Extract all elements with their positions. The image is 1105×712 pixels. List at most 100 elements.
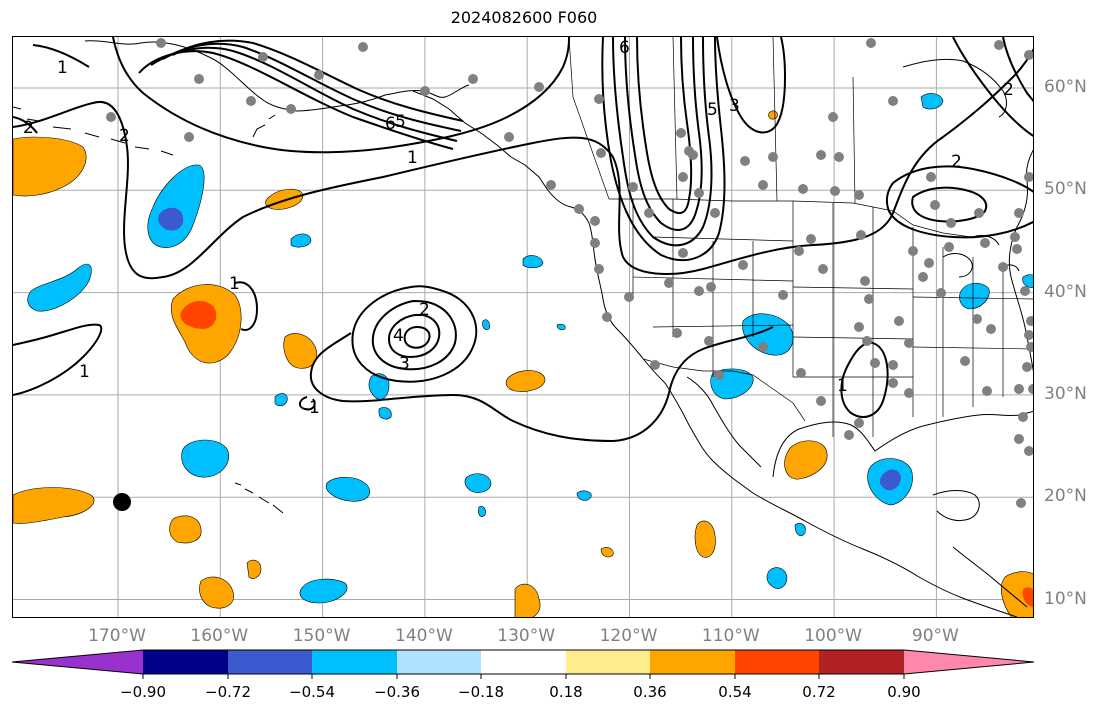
positive-anomaly bbox=[13, 136, 87, 197]
map-frame: 1 2 2 1 5 6 6 5 3 2 4 3 1 1 1 1 2 2 bbox=[12, 36, 1034, 618]
map-title: 2024082600 F060 bbox=[450, 8, 598, 27]
station-marker bbox=[908, 246, 918, 256]
longitude-tick-label: 170°W bbox=[88, 626, 146, 646]
colorbar-swatch bbox=[566, 650, 650, 674]
contour-label: 4 bbox=[393, 326, 404, 346]
contour-label: 2 bbox=[119, 126, 130, 146]
station-marker bbox=[816, 396, 826, 406]
colorbar-extend-max bbox=[904, 650, 1034, 674]
state-lines-east bbox=[912, 247, 1033, 417]
station-marker bbox=[286, 104, 296, 114]
colorbar-tick-label: 0.18 bbox=[549, 683, 583, 701]
station-marker bbox=[930, 200, 940, 210]
station-marker bbox=[994, 40, 1004, 50]
station-marker bbox=[678, 248, 688, 258]
station-marker bbox=[184, 132, 194, 142]
contour-line bbox=[150, 46, 458, 142]
negative-anomaly bbox=[378, 407, 392, 420]
station-marker bbox=[798, 184, 808, 194]
contour-line bbox=[351, 285, 478, 383]
contour-line bbox=[234, 281, 259, 331]
contour-line bbox=[13, 323, 103, 396]
shaded-anomalies bbox=[13, 93, 1033, 617]
station-marker bbox=[1024, 50, 1033, 60]
coastlines bbox=[13, 40, 1033, 617]
colorbar-tick-label: −0.18 bbox=[458, 683, 504, 701]
station-marker bbox=[1014, 208, 1024, 218]
contour-line bbox=[299, 396, 316, 411]
contour-line bbox=[636, 37, 693, 215]
station-marker bbox=[644, 208, 654, 218]
station-marker bbox=[926, 172, 936, 182]
negative-anomaly bbox=[158, 207, 184, 231]
contour-line bbox=[1002, 37, 1033, 103]
negative-anomaly bbox=[290, 233, 312, 248]
longitude-tick-label: 150°W bbox=[292, 626, 351, 646]
station-marker bbox=[574, 204, 584, 214]
station-marker bbox=[870, 358, 880, 368]
positive-anomaly bbox=[169, 515, 202, 544]
station-marker bbox=[854, 190, 864, 200]
latitude-tick-label: 40°N bbox=[1044, 281, 1087, 302]
contour-line bbox=[601, 37, 726, 261]
station-marker bbox=[358, 42, 368, 52]
contour-line bbox=[911, 186, 988, 223]
station-marker bbox=[664, 278, 674, 288]
colorbar-swatch bbox=[397, 650, 481, 674]
longitude-tick-label: 160°W bbox=[190, 626, 249, 646]
negative-anomaly bbox=[274, 393, 288, 407]
station-marker bbox=[468, 74, 478, 84]
station-marker bbox=[534, 82, 544, 92]
colorbar-tick-label: −0.54 bbox=[289, 683, 335, 701]
contour-line bbox=[624, 37, 703, 231]
station-marker bbox=[778, 290, 788, 300]
station-marker bbox=[676, 128, 686, 138]
station-marker bbox=[1016, 498, 1026, 508]
positive-anomaly bbox=[180, 301, 217, 329]
contour-label: 1 bbox=[79, 362, 90, 382]
station-marker bbox=[796, 368, 806, 378]
colorbar-tick-label: 0.36 bbox=[633, 683, 667, 701]
station-marker bbox=[594, 94, 604, 104]
longitude-tick-label: 110°W bbox=[701, 626, 760, 646]
map-canvas: 1 2 2 1 5 6 6 5 3 2 4 3 1 1 1 1 2 2 bbox=[13, 37, 1033, 617]
colorbar-swatch bbox=[312, 650, 397, 674]
contour-line bbox=[403, 325, 431, 349]
positive-anomaly bbox=[1022, 587, 1033, 607]
typhoon-marker bbox=[113, 493, 131, 511]
contour-label: 5 bbox=[395, 112, 406, 132]
station-marker bbox=[672, 328, 682, 338]
political-borders bbox=[568, 37, 1033, 437]
station-marker bbox=[974, 208, 984, 218]
us-canada-border bbox=[609, 198, 972, 238]
contour-line bbox=[32, 44, 90, 68]
negative-anomaly bbox=[27, 263, 92, 312]
contour-label: 2 bbox=[1003, 80, 1014, 100]
station-marker bbox=[980, 238, 990, 248]
contour-line bbox=[840, 341, 889, 418]
contour-label: 5 bbox=[707, 100, 718, 120]
station-marker bbox=[194, 74, 204, 84]
contour-line bbox=[112, 37, 570, 154]
contour-line bbox=[309, 326, 774, 443]
latitude-tick-label: 30°N bbox=[1044, 383, 1087, 404]
station-marker bbox=[246, 96, 256, 106]
station-marker bbox=[1026, 342, 1033, 352]
colorbar-outline bbox=[11, 649, 1035, 675]
positive-anomaly bbox=[13, 487, 95, 524]
station-marker bbox=[106, 112, 116, 122]
station-marker bbox=[1010, 232, 1020, 242]
baja-california bbox=[664, 376, 762, 468]
station-marker bbox=[982, 386, 992, 396]
contour-label: 3 bbox=[729, 96, 740, 116]
station-marker bbox=[594, 264, 604, 274]
positive-anomaly bbox=[600, 547, 614, 558]
negative-anomaly bbox=[1022, 274, 1033, 288]
station-marker bbox=[1014, 384, 1024, 394]
station-marker bbox=[830, 186, 840, 196]
station-marker bbox=[972, 314, 982, 324]
mexico-coast bbox=[712, 460, 1018, 617]
canada-provinces bbox=[568, 37, 856, 204]
contour-labels: 1 2 2 1 5 6 6 5 3 2 4 3 1 1 1 1 2 2 bbox=[23, 38, 1014, 418]
latitude-tick-label: 50°N bbox=[1044, 179, 1087, 200]
